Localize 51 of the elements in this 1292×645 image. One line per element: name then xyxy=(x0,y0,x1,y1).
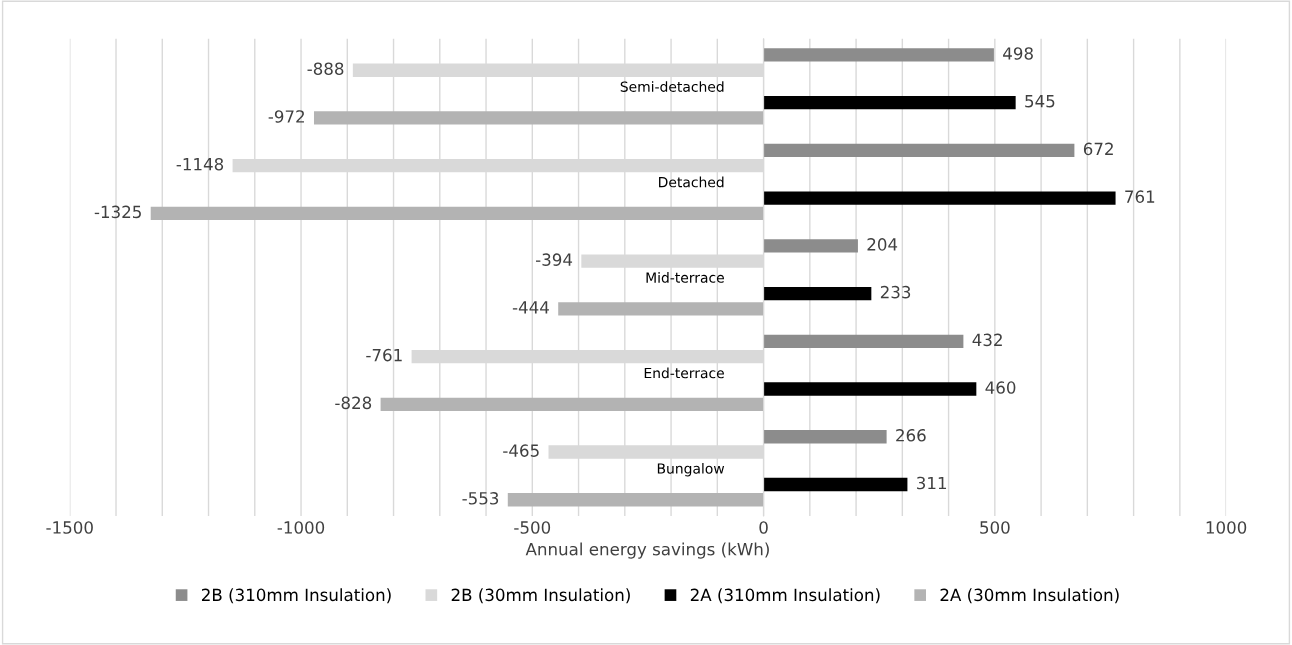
y-tick-label: Bungalow xyxy=(657,462,725,477)
x-axis-title: Annual energy savings (kWh) xyxy=(525,542,769,559)
data-label: -761 xyxy=(366,348,402,362)
legend-label: 2B (310mm Insulation) xyxy=(201,588,391,604)
y-tick-label: Semi-detached xyxy=(620,81,724,92)
bar xyxy=(558,302,764,316)
legend-label: 2A (310mm Insulation) xyxy=(690,588,880,604)
x-tick-label: 1000 xyxy=(1206,521,1247,534)
x-tick-label: 500 xyxy=(980,521,1010,534)
x-tick-label: 0 xyxy=(759,521,768,534)
data-label: 498 xyxy=(1003,47,1033,60)
legend-label: 2A (30mm Insulation) xyxy=(940,588,1119,604)
bar xyxy=(763,191,1116,205)
data-label: 460 xyxy=(985,381,1016,394)
data-label: 672 xyxy=(1083,142,1113,156)
data-label: 233 xyxy=(880,285,911,299)
data-label: 266 xyxy=(896,429,926,442)
y-tick-label: Mid-terrace xyxy=(646,272,724,283)
data-label: -888 xyxy=(307,62,344,76)
data-label: 204 xyxy=(867,238,898,251)
bar xyxy=(763,143,1075,158)
bar xyxy=(313,111,764,125)
data-label: -972 xyxy=(268,110,304,123)
bar xyxy=(763,286,872,301)
x-tick-label: -1500 xyxy=(46,521,93,534)
y-tick-label: End-terrace xyxy=(644,367,724,379)
x-tick-label: -500 xyxy=(514,521,551,534)
bar xyxy=(763,430,887,444)
data-label: -1325 xyxy=(94,205,141,219)
x-tick-label: -1000 xyxy=(277,521,325,534)
bar xyxy=(763,48,994,62)
data-label: -394 xyxy=(535,253,573,266)
data-label: -553 xyxy=(462,492,499,505)
bar xyxy=(150,206,764,221)
bar xyxy=(763,477,908,492)
data-label: -1148 xyxy=(176,157,224,171)
bar xyxy=(763,334,964,348)
data-label: 311 xyxy=(917,476,947,490)
bar xyxy=(507,493,764,507)
legend-label: 2B (30mm Insulation) xyxy=(451,588,630,604)
data-label: -828 xyxy=(335,396,372,410)
data-label: -444 xyxy=(512,301,549,314)
data-label: 432 xyxy=(972,333,1002,347)
data-label: -465 xyxy=(503,444,539,457)
data-label: 761 xyxy=(1125,190,1155,203)
bar xyxy=(763,95,1016,110)
bar xyxy=(763,239,858,253)
bar xyxy=(380,397,764,411)
data-label: 545 xyxy=(1025,95,1055,108)
y-tick-label: Detached xyxy=(659,176,724,188)
bar xyxy=(763,382,977,396)
